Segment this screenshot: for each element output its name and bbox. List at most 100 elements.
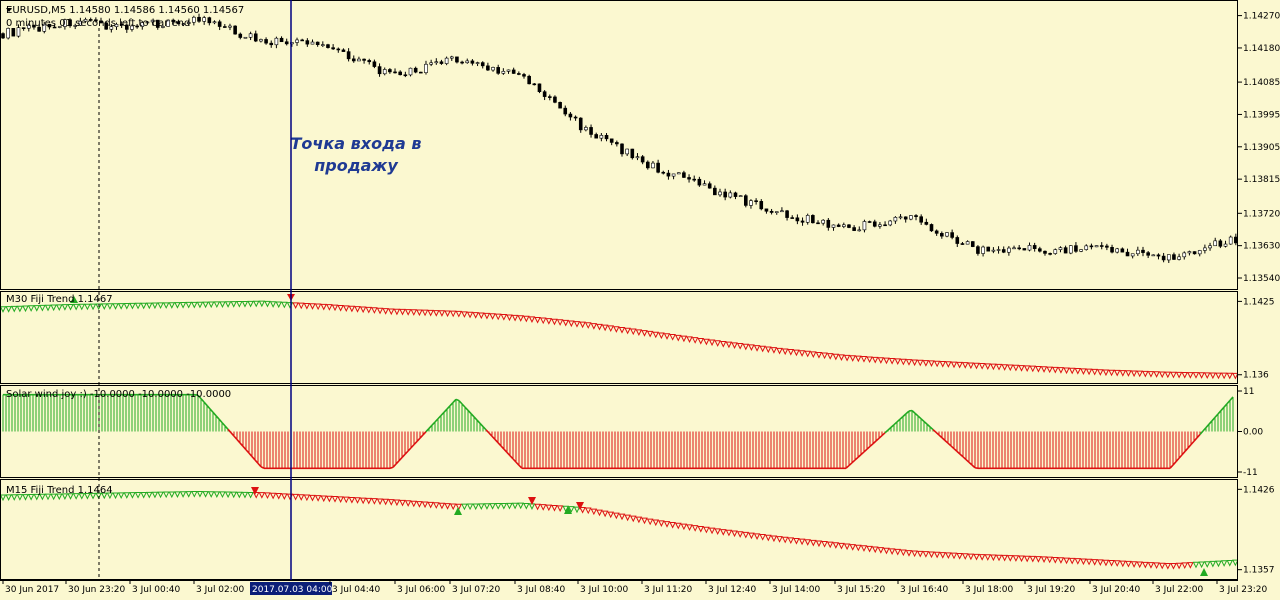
trend-marker — [0, 494, 7, 502]
trend-marker — [438, 310, 446, 317]
trend-marker — [1113, 560, 1121, 567]
trend-marker — [624, 327, 631, 335]
candle-body — [842, 224, 846, 227]
trend-marker — [157, 491, 164, 499]
trend-marker — [314, 303, 322, 311]
trend-marker — [877, 547, 885, 554]
trend-marker — [950, 361, 958, 369]
trend-marker — [539, 317, 547, 325]
candle-body — [341, 49, 346, 52]
trend-marker — [0, 306, 7, 313]
candle-body — [192, 16, 196, 23]
candle-body — [625, 148, 629, 155]
trend-marker — [973, 553, 980, 561]
trend-marker — [365, 306, 373, 314]
trend-marker — [55, 304, 63, 311]
price-axis[interactable]: 1.14270 1.14180 1.14085 1.13995 1.13905 1.138… — [1238, 0, 1280, 582]
m15-fiji-trend-pane[interactable]: M15 Fiji Trend 1.1464 — [0, 479, 1238, 580]
candle-body — [656, 162, 660, 173]
candle-body — [981, 246, 985, 254]
trend-marker — [224, 301, 232, 308]
trend-marker — [112, 303, 119, 310]
trend-marker — [1091, 368, 1098, 376]
candle-body — [1027, 245, 1032, 251]
trend-marker — [511, 502, 519, 510]
candle-body — [558, 102, 562, 109]
trend-marker — [157, 302, 164, 310]
sell-arrow-icon — [576, 502, 584, 510]
trend-marker — [129, 302, 136, 310]
candle-body — [1038, 248, 1042, 252]
candle-body — [780, 210, 784, 213]
trend-marker — [658, 520, 665, 527]
candle-body — [223, 26, 227, 28]
trend-marker — [967, 553, 975, 561]
trend-marker — [314, 495, 322, 502]
m30-fiji-trend-pane[interactable]: M30 Fiji Trend 1.1467 — [0, 291, 1238, 384]
candle-body — [862, 221, 867, 231]
trend-marker — [534, 316, 541, 324]
trend-marker — [990, 554, 997, 562]
trend-marker — [16, 305, 24, 313]
trend-marker — [33, 305, 41, 312]
trend-marker — [1057, 557, 1065, 564]
trend-marker — [174, 491, 181, 498]
candle-body — [635, 156, 640, 159]
trend-marker — [207, 491, 215, 498]
candle-body — [346, 51, 351, 60]
candle-body — [867, 221, 872, 223]
candle-body — [986, 246, 991, 252]
trend-marker — [444, 310, 451, 318]
candle-body — [1099, 245, 1104, 247]
trend-marker — [1203, 561, 1211, 568]
candle-body — [1141, 249, 1145, 253]
trend-marker — [1220, 372, 1228, 380]
trend-marker — [421, 309, 429, 317]
candle-body — [1074, 245, 1078, 252]
trend-marker — [404, 500, 412, 507]
trend-marker — [432, 310, 440, 317]
m30-label: M30 Fiji Trend 1.1467 — [6, 294, 113, 305]
candle-body — [594, 134, 599, 139]
candle-body — [537, 83, 542, 92]
trend-marker — [961, 362, 969, 369]
trend-marker — [179, 491, 187, 498]
time-tick-label: 3 Jul 10:00 — [580, 585, 629, 595]
price-pane[interactable]: EURUSD,M5 1.14580 1.14586 1.14560 1.1456… — [0, 0, 1238, 290]
trend-marker — [1085, 558, 1093, 566]
trend-marker — [39, 304, 46, 312]
candle-body — [388, 69, 392, 73]
trend-marker — [466, 311, 474, 319]
axis-tick-label: 1.14085 — [1243, 78, 1280, 88]
trend-marker — [303, 302, 311, 310]
candle-body — [300, 39, 304, 42]
trend-marker — [855, 544, 862, 552]
trend-marker — [1215, 372, 1222, 380]
candle-body — [1110, 247, 1114, 253]
trend-marker — [292, 493, 299, 501]
candle-body — [377, 66, 382, 75]
axis-tick-label: 0.00 — [1243, 428, 1263, 438]
trend-marker — [849, 355, 857, 362]
buy-arrow-icon — [454, 507, 462, 515]
trend-marker — [860, 356, 868, 363]
candle-body — [955, 237, 960, 244]
trend-marker — [478, 312, 485, 320]
candle-body — [795, 217, 800, 222]
candle-body — [754, 200, 758, 203]
solar-wind-pane[interactable]: Solar wind joy :) -10.0000 -10.0000 -10.… — [0, 385, 1238, 478]
trend-marker — [67, 303, 74, 311]
trend-marker — [1125, 370, 1132, 377]
axis-tick-label: -11 — [1243, 468, 1258, 478]
trend-marker — [900, 358, 907, 366]
time-tick-label: 3 Jul 06:00 — [397, 585, 446, 595]
trend-marker — [815, 540, 823, 548]
trend-marker — [607, 325, 615, 333]
trend-marker — [449, 503, 457, 511]
trend-marker — [793, 349, 800, 357]
trend-marker — [399, 499, 406, 507]
time-axis[interactable]: 30 Jun 2017 30 Jun 23:20 3 Jul 00:40 3 Jul … — [0, 580, 1280, 600]
annotation-line-2: продажу — [314, 156, 398, 175]
candle-body — [1166, 254, 1171, 261]
trend-marker — [1130, 370, 1138, 378]
